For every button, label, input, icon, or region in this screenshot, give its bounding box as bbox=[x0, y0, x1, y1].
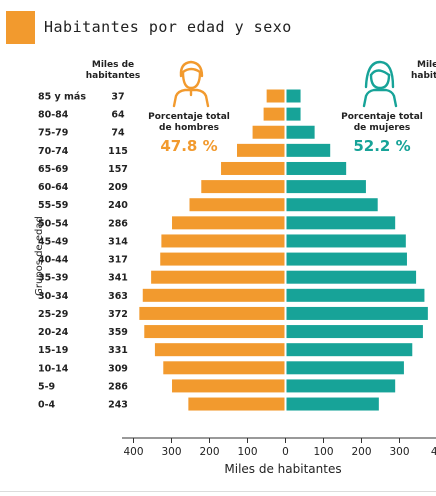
total-value-label: 314 bbox=[108, 236, 128, 247]
total-value-label: 286 bbox=[108, 218, 128, 229]
women-percent-label: Porcentaje total de mujeres bbox=[341, 112, 423, 133]
men-bar bbox=[188, 397, 285, 411]
women-percent-value: 52.2 % bbox=[353, 137, 410, 155]
age-group-label: 40-44 bbox=[38, 255, 69, 266]
x-tick-label: 200 bbox=[351, 446, 371, 458]
women-bar bbox=[286, 325, 423, 339]
age-group-label: 65-69 bbox=[38, 164, 68, 175]
age-group-label: 55-59 bbox=[38, 200, 68, 211]
age-group-label: 60-64 bbox=[38, 182, 69, 193]
men-bar bbox=[266, 89, 285, 103]
women-bar bbox=[286, 216, 396, 230]
age-group-label: 15-19 bbox=[38, 345, 68, 356]
age-group-label: 30-34 bbox=[38, 291, 69, 302]
men-bar bbox=[252, 125, 285, 139]
age-group-label: 70-74 bbox=[38, 146, 69, 157]
man-icon bbox=[172, 60, 210, 108]
men-bar bbox=[139, 306, 285, 320]
women-bar bbox=[286, 125, 315, 139]
women-bar bbox=[286, 161, 347, 175]
x-axis-title: Miles de habitantes bbox=[224, 462, 341, 476]
total-value-label: 243 bbox=[108, 400, 128, 411]
total-value-label: 363 bbox=[108, 291, 128, 302]
age-group-label: 35-39 bbox=[38, 273, 68, 284]
x-tick-label: 40 bbox=[431, 446, 436, 458]
men-bar bbox=[172, 216, 285, 230]
x-tick-label: 0 bbox=[282, 446, 289, 458]
total-value-label: 74 bbox=[111, 128, 125, 139]
men-bar bbox=[161, 234, 285, 248]
total-value-label: 309 bbox=[108, 363, 128, 374]
men-bar bbox=[172, 379, 285, 393]
x-tick-label: 200 bbox=[199, 446, 219, 458]
men-bar bbox=[151, 270, 285, 284]
y-axis-title: Grupos de edad bbox=[34, 216, 45, 296]
women-bar bbox=[286, 343, 413, 357]
age-group-label: 25-29 bbox=[38, 309, 68, 320]
age-group-label: 5-9 bbox=[38, 381, 55, 392]
men-bar bbox=[263, 107, 285, 121]
total-value-label: 372 bbox=[108, 309, 128, 320]
bottom-divider bbox=[0, 491, 436, 492]
men-bar bbox=[142, 288, 285, 302]
x-tick-label: 100 bbox=[237, 446, 257, 458]
men-bar bbox=[201, 180, 285, 194]
age-group-label: 45-49 bbox=[38, 236, 68, 247]
age-group-label: 20-24 bbox=[38, 327, 69, 338]
left-column-header: Miles de habitantes bbox=[86, 60, 141, 81]
woman-icon bbox=[362, 60, 398, 108]
women-bar bbox=[286, 252, 407, 266]
women-bar bbox=[286, 397, 379, 411]
women-bar bbox=[286, 288, 425, 302]
men-percent-label: Porcentaje total de hombres bbox=[148, 112, 230, 133]
women-bar bbox=[286, 143, 331, 157]
total-value-label: 157 bbox=[108, 164, 128, 175]
men-percent-value: 47.8 % bbox=[160, 137, 217, 155]
women-bar bbox=[286, 270, 417, 284]
age-group-label: 80-84 bbox=[38, 110, 69, 121]
page-title: Habitantes por edad y sexo bbox=[44, 18, 292, 36]
age-group-label: 75-79 bbox=[38, 128, 68, 139]
total-value-label: 286 bbox=[108, 381, 128, 392]
women-bar bbox=[286, 89, 301, 103]
x-tick-label: 100 bbox=[313, 446, 333, 458]
age-group-label: 0-4 bbox=[38, 400, 56, 411]
total-value-label: 359 bbox=[108, 327, 128, 338]
women-bar bbox=[286, 379, 396, 393]
total-value-label: 331 bbox=[108, 345, 128, 356]
women-bar bbox=[286, 180, 366, 194]
men-bar bbox=[160, 252, 285, 266]
women-bar bbox=[286, 234, 406, 248]
men-bar bbox=[237, 143, 285, 157]
total-value-label: 64 bbox=[111, 110, 125, 121]
total-value-label: 115 bbox=[108, 146, 128, 157]
age-group-label: 10-14 bbox=[38, 363, 69, 374]
title-accent-square bbox=[6, 11, 35, 44]
men-bar bbox=[144, 325, 285, 339]
total-value-label: 37 bbox=[111, 92, 124, 103]
women-bar bbox=[286, 198, 378, 212]
women-bar bbox=[286, 361, 404, 375]
men-bar bbox=[221, 161, 285, 175]
women-bar bbox=[286, 107, 301, 121]
total-value-label: 317 bbox=[108, 255, 128, 266]
men-bar bbox=[189, 198, 285, 212]
men-bar bbox=[154, 343, 285, 357]
age-group-label: 85 y más bbox=[38, 92, 86, 103]
total-value-label: 240 bbox=[108, 200, 128, 211]
total-value-label: 341 bbox=[108, 273, 128, 284]
age-group-label: 50-54 bbox=[38, 218, 69, 229]
men-bar bbox=[163, 361, 285, 375]
total-value-label: 209 bbox=[108, 182, 128, 193]
women-bar bbox=[286, 306, 428, 320]
x-tick-label: 300 bbox=[389, 446, 409, 458]
x-tick-label: 400 bbox=[123, 446, 143, 458]
x-tick-label: 300 bbox=[161, 446, 181, 458]
